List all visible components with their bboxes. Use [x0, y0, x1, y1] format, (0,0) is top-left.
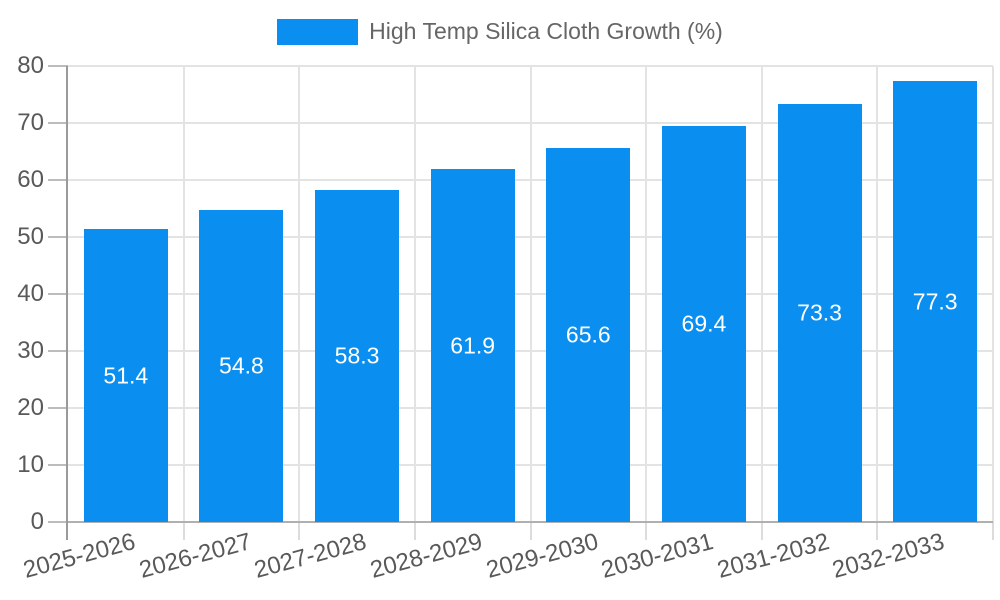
- x-tick-label: 2027-2028: [251, 528, 370, 584]
- x-gridline: [298, 66, 301, 522]
- x-tick-mark: [992, 522, 994, 540]
- bar-value-label: 77.3: [912, 288, 958, 315]
- y-tick-label: 60: [17, 166, 44, 193]
- x-tick-label: 2029-2030: [482, 528, 601, 584]
- bar: 51.4: [83, 229, 168, 522]
- x-gridline: [413, 66, 416, 522]
- bar-value-label: 69.4: [681, 310, 727, 337]
- y-tick-mark: [48, 464, 68, 466]
- bar-value-label: 61.9: [450, 332, 496, 359]
- bar: 58.3: [315, 189, 400, 522]
- x-tick-label: 2030-2031: [598, 528, 717, 584]
- bar: 65.6: [546, 148, 631, 522]
- legend-label: High Temp Silica Cloth Growth (%): [369, 18, 723, 44]
- y-tick-label: 10: [17, 451, 44, 478]
- x-tick-mark: [298, 522, 301, 540]
- x-tick-label: 2032-2033: [829, 528, 948, 584]
- x-tick-label: 2025-2026: [20, 528, 139, 584]
- x-tick-mark: [529, 522, 532, 540]
- bar-value-label: 65.6: [565, 321, 611, 348]
- x-tick-label: 2031-2032: [714, 528, 833, 584]
- y-tick-label: 20: [17, 394, 44, 421]
- bar: 73.3: [777, 104, 862, 522]
- x-gridline: [645, 66, 648, 522]
- x-axis-baseline: [68, 521, 993, 523]
- y-tick-label: 40: [17, 280, 44, 307]
- y-tick-mark: [48, 521, 68, 523]
- x-gridline: [182, 66, 185, 522]
- y-tick-mark: [48, 407, 68, 409]
- y-tick-mark: [48, 236, 68, 238]
- x-tick-mark: [760, 522, 763, 540]
- y-tick-mark: [48, 350, 68, 352]
- legend-swatch: [277, 18, 359, 45]
- x-tick-label: 2026-2027: [136, 528, 254, 584]
- bar-value-label: 51.4: [103, 362, 149, 388]
- bar: 61.9: [430, 169, 515, 522]
- y-tick-mark: [48, 65, 68, 67]
- y-tick-mark: [48, 293, 68, 295]
- bar-value-label: 58.3: [334, 342, 380, 369]
- bar: 77.3: [893, 81, 978, 522]
- bar: 54.8: [199, 209, 284, 522]
- y-tick-mark: [48, 122, 68, 124]
- y-axis-line: [66, 66, 68, 540]
- bar-value-label: 73.3: [797, 299, 842, 326]
- x-tick-mark: [876, 522, 879, 540]
- bar: 69.4: [661, 126, 746, 522]
- x-tick-label: 2028-2029: [367, 528, 486, 584]
- y-tick-label: 30: [17, 337, 44, 364]
- x-tick-mark: [645, 522, 648, 540]
- x-gridline: [529, 66, 532, 522]
- y-tick-label: 80: [17, 52, 44, 79]
- bar-value-label: 54.8: [219, 352, 264, 379]
- x-gridline: [992, 66, 994, 522]
- x-gridline: [760, 66, 763, 522]
- chart-legend[interactable]: High Temp Silica Cloth Growth (%): [0, 18, 1000, 45]
- y-tick-label: 50: [17, 223, 44, 250]
- x-tick-mark: [413, 522, 416, 540]
- y-tick-label: 70: [17, 109, 44, 136]
- x-tick-mark: [182, 522, 185, 540]
- x-gridline: [876, 66, 879, 522]
- y-tick-mark: [48, 179, 68, 181]
- y-tick-label: 0: [30, 508, 44, 535]
